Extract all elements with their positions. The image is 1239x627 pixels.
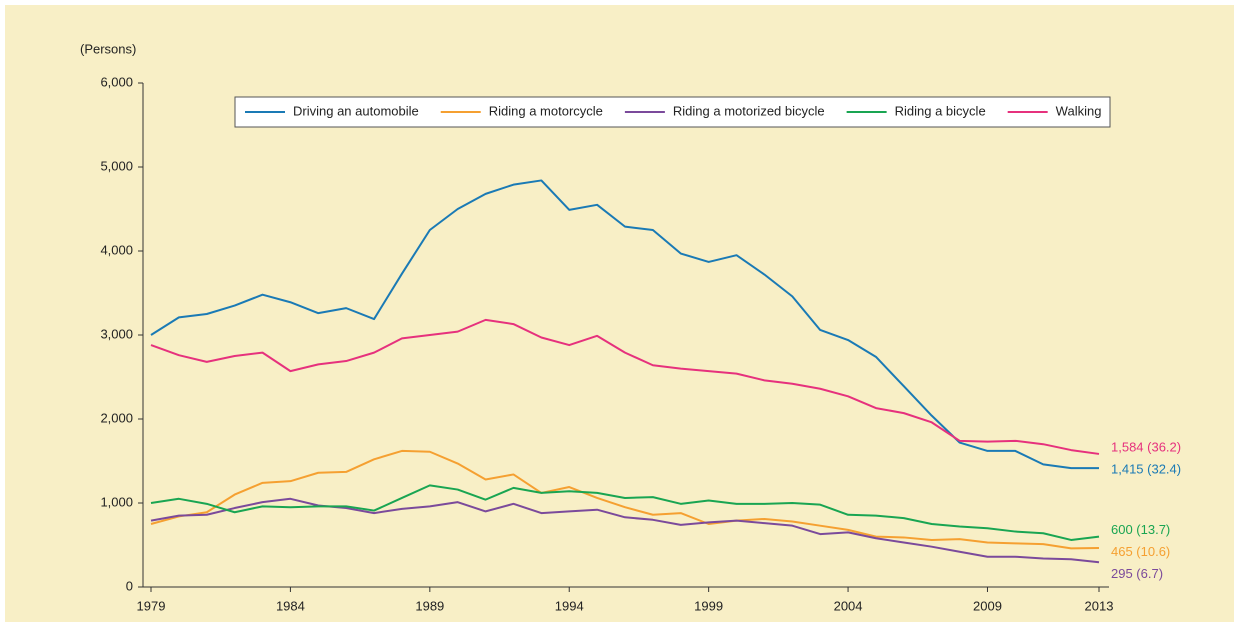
series-line: [150, 449, 1100, 550]
end-label: 600 (13.7): [1111, 522, 1170, 537]
series-line: [150, 497, 1100, 564]
legend-label: Riding a motorcycle: [489, 103, 603, 118]
y-tick-label: 4,000: [100, 242, 133, 257]
x-tick-label: 1979: [137, 598, 166, 613]
end-label: 465 (10.6): [1111, 544, 1170, 559]
end-label: 1,584 (36.2): [1111, 439, 1181, 454]
end-label: 295 (6.7): [1111, 566, 1163, 581]
x-tick-label: 1994: [555, 598, 584, 613]
legend-label: Driving an automobile: [293, 103, 419, 118]
legend-label: Riding a bicycle: [895, 103, 986, 118]
x-tick-label: 2013: [1085, 598, 1114, 613]
x-tick-label: 1984: [276, 598, 305, 613]
x-tick-label: 2009: [973, 598, 1002, 613]
y-tick-label: 5,000: [100, 158, 133, 173]
y-axis-label: (Persons): [80, 41, 136, 56]
end-label: 1,415 (32.4): [1111, 461, 1181, 476]
series-line: [150, 484, 1100, 541]
series-line: [150, 179, 1099, 470]
x-tick-label: 1989: [415, 598, 444, 613]
legend-box: [234, 96, 1111, 128]
x-tick-label: 1999: [694, 598, 723, 613]
series-line: [150, 318, 1100, 455]
y-tick-label: 2,000: [100, 410, 133, 425]
x-tick-label: 2004: [834, 598, 863, 613]
y-tick-label: 3,000: [100, 326, 133, 341]
y-tick-label: 0: [126, 578, 133, 593]
y-tick-label: 6,000: [100, 74, 133, 89]
legend-label: Walking: [1056, 103, 1102, 118]
legend-label: Riding a motorized bicycle: [673, 103, 825, 118]
y-tick-label: 1,000: [100, 494, 133, 509]
